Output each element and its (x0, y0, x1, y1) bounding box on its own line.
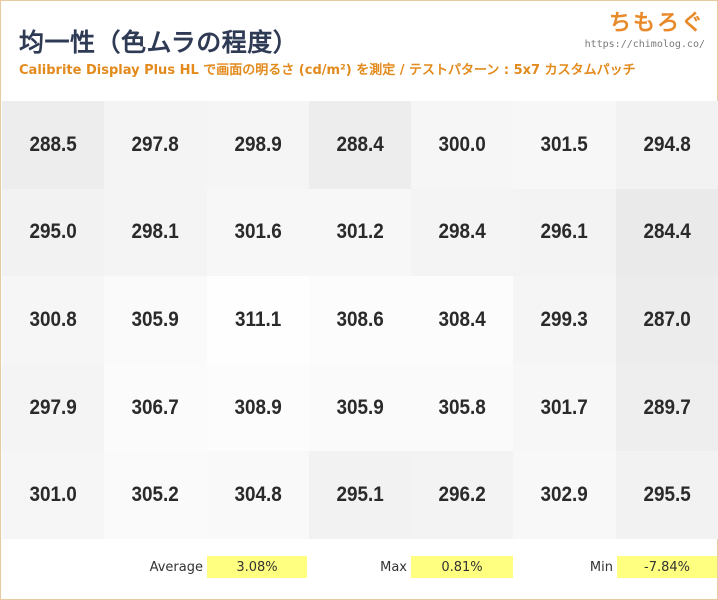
heatmap-cell-value: 295.5 (643, 483, 691, 507)
heatmap-cell-value: 308.6 (336, 307, 384, 331)
heatmap-cell-value: 296.2 (438, 483, 486, 507)
heatmap-grid: 288.5 297.8 298.9 288.4 300.0 301.5 294.8 295.0… (2, 101, 718, 539)
heatmap-cell-value: 301.7 (540, 395, 589, 419)
heatmap-cell-value: 298.4 (438, 220, 486, 244)
heatmap-cell-bg (411, 363, 514, 452)
stat-min-value: -7.84% (617, 556, 717, 578)
heatmap-cell-value: 299.3 (540, 307, 589, 331)
heatmap-cell-value: 306.7 (131, 395, 180, 419)
heatmap-cell-value: 288.4 (336, 132, 384, 156)
heatmap-cell-bg (104, 101, 207, 189)
heatmap-cell-value: 284.4 (643, 220, 691, 244)
heatmap-cell-bg (104, 451, 207, 539)
stat-average-label: Average (149, 560, 203, 575)
heatmap-cell-bg (615, 101, 718, 189)
heatmap-cell-bg (513, 451, 616, 539)
heatmap-cell-bg (411, 101, 514, 189)
heatmap-cell-bg (2, 276, 105, 364)
heatmap-cell-bg (615, 188, 718, 277)
heatmap-cell-value: 301.6 (234, 220, 282, 244)
heatmap-cell-value: 305.2 (131, 483, 180, 507)
heatmap-cell-value: 288.5 (29, 132, 77, 156)
heatmap-cell-value: 289.7 (643, 395, 691, 419)
heatmap-cell-value: 297.9 (29, 395, 77, 419)
stat-average-value: 3.08% (207, 556, 307, 578)
heatmap-cell-bg (2, 101, 105, 189)
heatmap-cell-bg (513, 101, 616, 189)
heatmap-cell-value: 295.0 (29, 220, 77, 244)
stat-min-label: Min (589, 560, 613, 575)
heatmap-cell-bg (513, 188, 616, 277)
stats-bar: Average 3.08% Max 0.81% Min -7.84% (1, 556, 718, 580)
heatmap-cell-bg (308, 101, 412, 189)
heatmap-cell-value: 300.8 (29, 307, 77, 331)
heatmap-cell-value: 305.9 (336, 395, 384, 419)
brand-logo: ちもろぐ (608, 11, 705, 36)
heatmap-cell-value: 304.8 (234, 483, 282, 507)
heatmap-cell-bg (308, 276, 412, 364)
heatmap-cell-value: 296.1 (540, 220, 589, 244)
heatmap-cell-bg (2, 363, 105, 452)
brand: ちもろぐ https://chimolog.co/ (585, 5, 705, 50)
heatmap-cell-bg (206, 451, 309, 539)
heatmap-cell-bg (411, 188, 514, 277)
heatmap-cell-bg (308, 363, 412, 452)
heatmap-cell-value: 301.5 (540, 132, 589, 156)
heatmap-cell-bg (2, 451, 105, 539)
stat-max-label: Max (380, 560, 407, 575)
heatmap-cell-bg (206, 188, 309, 277)
heatmap-cell-bg (615, 276, 718, 364)
heatmap-cell-bg (513, 276, 616, 364)
heatmap-cell-value: 298.9 (234, 132, 282, 156)
heatmap-cell-bg (308, 188, 412, 277)
chart-subtitle: Calibrite Display Plus HL で画面の明るさ (cd/m²… (19, 63, 636, 78)
heatmap-cell-bg (2, 188, 105, 277)
heatmap-cell-bg (411, 451, 514, 539)
heatmap-cell-value: 311.1 (234, 307, 281, 331)
heatmap-cell-bg (206, 101, 309, 189)
heatmap-cell-value: 301.2 (336, 220, 384, 244)
heatmap-cell-bg (104, 188, 207, 277)
heatmap-cell-bg (104, 276, 207, 364)
heatmap-cell-bg (206, 276, 309, 364)
heatmap-cell-bg (615, 363, 718, 452)
stat-max-value: 0.81% (411, 556, 513, 578)
heatmap-cell-bg (411, 276, 514, 364)
brand-url: https://chimolog.co/ (584, 39, 705, 50)
heatmap-cell-value: 301.0 (29, 483, 77, 507)
heatmap-cell-bg (206, 363, 309, 452)
heatmap-cell-bg (615, 451, 718, 539)
heatmap-cell-value: 300.0 (438, 132, 486, 156)
chart-title: 均一性（色ムラの程度） (19, 28, 299, 57)
heatmap-cell-value: 294.8 (643, 132, 691, 156)
heatmap-cell-value: 308.4 (438, 307, 486, 331)
heatmap-cell-value: 308.9 (234, 395, 282, 419)
heatmap-cell-value: 295.1 (336, 483, 384, 507)
heatmap-cell-value: 298.1 (131, 220, 180, 244)
heatmap-cell-value: 297.8 (131, 132, 180, 156)
heatmap-cell-value: 305.9 (131, 307, 180, 331)
heatmap-cell-bg (104, 363, 207, 452)
heatmap-cell-bg (308, 451, 412, 539)
heatmap-cell-value: 302.9 (540, 483, 589, 507)
heatmap-cell-value: 305.8 (438, 395, 486, 419)
heatmap-cell-bg (513, 363, 616, 452)
heatmap-cell-value: 287.0 (643, 307, 691, 331)
